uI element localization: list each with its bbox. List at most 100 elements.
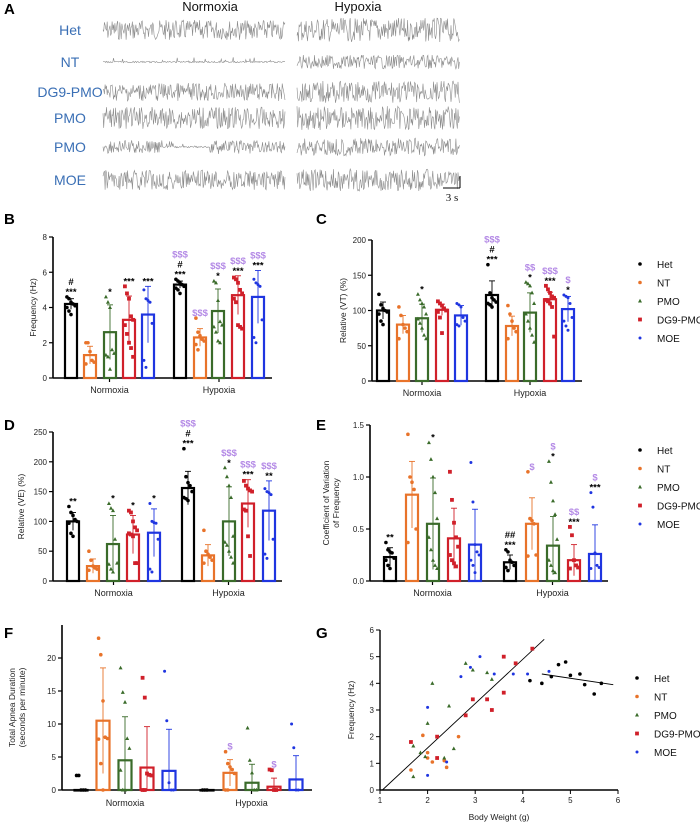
- bar-moe-normoxia: [453, 301, 469, 383]
- data-point: [231, 560, 236, 565]
- data-point: [473, 543, 477, 547]
- bar: [375, 309, 391, 383]
- data-point: [532, 340, 537, 344]
- data-point: [105, 354, 110, 359]
- data-point: [228, 765, 232, 769]
- significance-marker: $$$: [221, 448, 238, 459]
- significance-marker: ***: [568, 517, 579, 528]
- data-point: [457, 324, 461, 328]
- panel-c-chart: 0 50 100 150 200 Normoxia Hypoxia Relative (VT)…: [338, 235, 700, 398]
- data-point: [163, 669, 167, 673]
- breathing-trace: [296, 167, 460, 192]
- data-point: [248, 488, 252, 493]
- category-label: Normoxia: [413, 588, 452, 598]
- significance-marker: ***: [142, 276, 153, 287]
- data-point: [127, 508, 131, 513]
- data-point: [405, 329, 409, 334]
- data-point: [216, 298, 220, 302]
- data-point: [240, 326, 244, 331]
- breathing-trace: [296, 17, 460, 43]
- data-point: [245, 725, 250, 730]
- y-tick-label: 50: [357, 342, 366, 351]
- data-point: [506, 303, 510, 308]
- y-tick-label: 2: [43, 339, 48, 348]
- trace-row-label: DG9-PMO: [37, 84, 102, 100]
- data-point: [456, 734, 461, 739]
- y-tick-label: 0: [43, 577, 48, 586]
- category-label: Normoxia: [403, 388, 442, 398]
- trace-row-label: Het: [59, 22, 81, 38]
- data-point: [544, 283, 548, 288]
- significance-marker: $: [592, 473, 598, 484]
- data-point: [133, 561, 137, 566]
- data-point: [532, 301, 537, 305]
- data-point: [205, 788, 209, 792]
- y-tick-label: 100: [34, 517, 48, 526]
- data-point: [469, 558, 473, 562]
- data-point: [131, 317, 135, 322]
- data-point: [290, 722, 294, 726]
- data-point: [638, 522, 642, 526]
- data-point: [123, 787, 127, 792]
- data-point: [433, 490, 438, 495]
- y-tick-label: 3: [370, 706, 375, 715]
- bar-pmo-normoxia: *: [414, 284, 430, 383]
- data-point: [551, 498, 555, 503]
- y-tick-label: 50: [38, 547, 47, 556]
- data-point: [530, 332, 535, 337]
- significance-marker: *: [528, 272, 532, 283]
- bar-nt-hypoxia: $: [222, 742, 238, 792]
- data-point: [431, 558, 435, 562]
- data-point: [530, 290, 535, 295]
- data-point: [433, 563, 438, 567]
- y-tick-label: 15: [47, 687, 56, 696]
- trace-row-label: PMO: [54, 110, 86, 126]
- data-point: [246, 534, 250, 539]
- data-point: [528, 325, 532, 330]
- series-nt: [409, 733, 461, 772]
- category-label: Normoxia: [106, 798, 145, 808]
- bar-dg9-pmo-normoxia: [434, 299, 450, 383]
- data-point: [147, 772, 152, 777]
- trace-row-label: NT: [61, 54, 80, 70]
- y-tick-label: 0: [43, 374, 48, 383]
- panel-letter: E: [316, 417, 326, 434]
- data-point: [591, 505, 595, 509]
- data-point: [511, 672, 515, 676]
- panel-letter: C: [316, 211, 327, 228]
- data-point: [232, 275, 236, 280]
- data-point: [417, 320, 422, 325]
- legend-label: Het: [654, 674, 670, 685]
- data-point: [260, 318, 264, 322]
- data-point: [246, 486, 250, 491]
- significance-marker: $$$: [261, 461, 278, 472]
- data-point: [566, 328, 570, 332]
- data-point: [254, 281, 258, 285]
- column-title-hypoxia: Hypoxia: [335, 0, 383, 14]
- data-point: [144, 365, 148, 369]
- data-point: [265, 556, 269, 560]
- data-point: [194, 342, 198, 347]
- data-point: [551, 568, 555, 573]
- significance-marker: *: [108, 287, 112, 298]
- data-point: [454, 564, 458, 569]
- data-point: [223, 749, 228, 754]
- data-point: [547, 669, 551, 673]
- data-point: [142, 288, 146, 292]
- bar-moe-normoxia: [161, 669, 177, 792]
- data-point: [463, 319, 467, 323]
- significance-marker: $$$: [230, 256, 247, 267]
- data-point: [148, 567, 152, 571]
- data-point: [512, 326, 516, 330]
- data-point: [88, 349, 92, 354]
- significance-marker: $: [550, 441, 556, 452]
- bar-nt-normoxia: [395, 305, 411, 383]
- breathing-trace: [102, 82, 286, 102]
- data-point: [555, 537, 560, 541]
- data-point: [563, 660, 568, 664]
- data-point: [638, 503, 642, 508]
- data-point: [148, 300, 152, 304]
- data-point: [73, 303, 77, 308]
- data-point: [101, 699, 105, 703]
- significance-marker: $: [271, 760, 277, 771]
